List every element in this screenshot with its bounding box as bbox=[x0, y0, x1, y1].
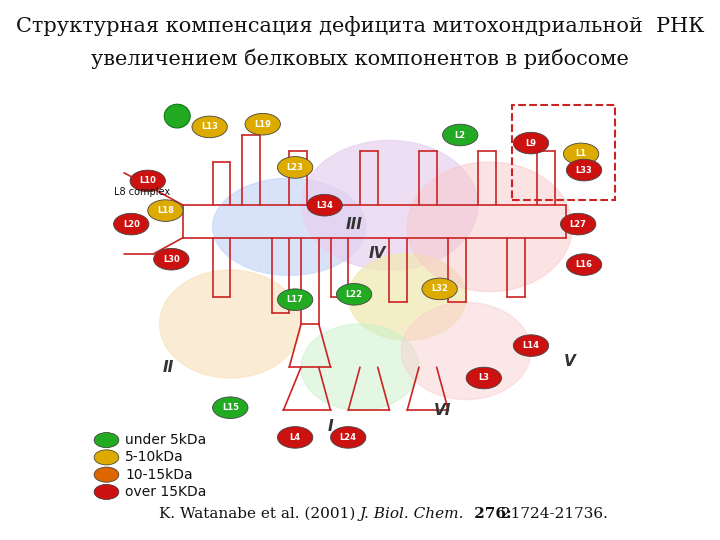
Ellipse shape bbox=[348, 254, 466, 340]
Ellipse shape bbox=[160, 270, 301, 378]
Ellipse shape bbox=[422, 278, 457, 300]
Text: L4: L4 bbox=[289, 433, 301, 442]
Ellipse shape bbox=[567, 254, 602, 275]
Text: L10: L10 bbox=[139, 177, 156, 185]
Text: K. Watanabe et al. (2001): K. Watanabe et al. (2001) bbox=[158, 507, 360, 521]
Text: L15: L15 bbox=[222, 403, 239, 412]
Text: L9: L9 bbox=[526, 139, 536, 147]
Ellipse shape bbox=[443, 124, 478, 146]
Ellipse shape bbox=[401, 302, 531, 400]
Text: over 15KDa: over 15KDa bbox=[125, 485, 207, 499]
Text: 10-15kDa: 10-15kDa bbox=[125, 468, 193, 482]
Ellipse shape bbox=[245, 113, 280, 135]
Text: 5-10kDa: 5-10kDa bbox=[125, 450, 184, 464]
Text: 21724-21736.: 21724-21736. bbox=[495, 507, 608, 521]
Ellipse shape bbox=[94, 467, 119, 482]
Ellipse shape bbox=[114, 213, 149, 235]
Text: I: I bbox=[328, 419, 333, 434]
Text: L14: L14 bbox=[523, 341, 539, 350]
Text: L24: L24 bbox=[340, 433, 356, 442]
Ellipse shape bbox=[277, 289, 312, 310]
Ellipse shape bbox=[466, 367, 502, 389]
Text: L18: L18 bbox=[157, 206, 174, 215]
Text: L2: L2 bbox=[454, 131, 466, 139]
Text: J. Biol. Chem.: J. Biol. Chem. bbox=[360, 507, 464, 521]
Ellipse shape bbox=[94, 433, 119, 448]
Ellipse shape bbox=[212, 397, 248, 418]
Text: L34: L34 bbox=[316, 201, 333, 210]
Text: L16: L16 bbox=[575, 260, 593, 269]
Ellipse shape bbox=[277, 157, 312, 178]
Text: L19: L19 bbox=[254, 120, 271, 129]
Text: L3: L3 bbox=[478, 374, 490, 382]
Ellipse shape bbox=[567, 159, 602, 181]
Text: L30: L30 bbox=[163, 255, 180, 264]
Ellipse shape bbox=[130, 170, 166, 192]
Text: L8 complex: L8 complex bbox=[114, 187, 170, 197]
Ellipse shape bbox=[153, 248, 189, 270]
Text: L32: L32 bbox=[431, 285, 448, 293]
Ellipse shape bbox=[94, 484, 119, 500]
Ellipse shape bbox=[277, 427, 312, 448]
Text: L1: L1 bbox=[575, 150, 587, 158]
Ellipse shape bbox=[94, 450, 119, 465]
Text: V: V bbox=[564, 354, 575, 369]
Ellipse shape bbox=[301, 140, 478, 270]
Ellipse shape bbox=[301, 324, 419, 410]
Ellipse shape bbox=[212, 178, 366, 275]
Text: IV: IV bbox=[369, 246, 387, 261]
Ellipse shape bbox=[307, 194, 342, 216]
Ellipse shape bbox=[513, 335, 549, 356]
Text: L22: L22 bbox=[346, 290, 363, 299]
Text: II: II bbox=[163, 360, 174, 375]
Ellipse shape bbox=[336, 284, 372, 305]
Ellipse shape bbox=[513, 132, 549, 154]
Text: 276:: 276: bbox=[469, 507, 512, 521]
Text: VI: VI bbox=[434, 403, 451, 418]
Ellipse shape bbox=[164, 104, 190, 128]
Text: L33: L33 bbox=[576, 166, 593, 174]
Text: L20: L20 bbox=[123, 220, 140, 228]
Text: L13: L13 bbox=[201, 123, 218, 131]
Text: L23: L23 bbox=[287, 163, 304, 172]
Ellipse shape bbox=[192, 116, 228, 138]
Text: III: III bbox=[346, 217, 363, 232]
Text: Структурная компенсация дефицита митохондриальной  РНК: Структурная компенсация дефицита митохон… bbox=[16, 16, 704, 36]
Text: under 5kDa: under 5kDa bbox=[125, 433, 207, 447]
Ellipse shape bbox=[564, 143, 599, 165]
Text: L27: L27 bbox=[570, 220, 587, 228]
Ellipse shape bbox=[408, 162, 572, 292]
Ellipse shape bbox=[560, 213, 596, 235]
Ellipse shape bbox=[148, 200, 183, 221]
Text: L17: L17 bbox=[287, 295, 304, 304]
Text: увеличением белковых компонентов в рибосоме: увеличением белковых компонентов в рибос… bbox=[91, 49, 629, 69]
Ellipse shape bbox=[330, 427, 366, 448]
